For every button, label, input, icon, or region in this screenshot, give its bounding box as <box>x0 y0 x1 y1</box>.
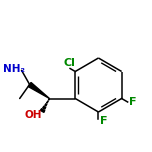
Text: F: F <box>129 97 136 107</box>
Polygon shape <box>48 98 49 100</box>
Polygon shape <box>47 101 48 103</box>
Text: NH₂: NH₂ <box>3 64 25 74</box>
Polygon shape <box>45 104 47 106</box>
Polygon shape <box>28 82 49 98</box>
Text: Cl: Cl <box>63 59 75 69</box>
Text: F: F <box>100 116 107 126</box>
Polygon shape <box>40 109 45 112</box>
Text: OH: OH <box>25 111 42 121</box>
Polygon shape <box>43 106 46 109</box>
